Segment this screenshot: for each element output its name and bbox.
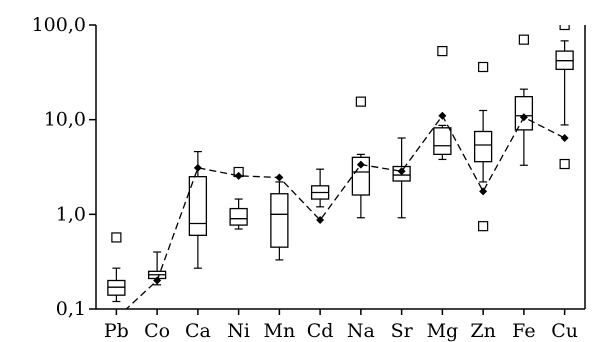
box-iqr	[351, 156, 371, 196]
plot-frame	[95, 25, 586, 310]
category-label: Mn	[264, 320, 296, 342]
mean-point-mn	[275, 173, 284, 182]
mean-point-na	[356, 160, 365, 169]
category-label: Pb	[104, 320, 129, 342]
outlier-marker	[355, 96, 366, 107]
box-iqr	[473, 130, 493, 163]
mean-point-cd	[316, 216, 325, 225]
box-iqr	[229, 207, 248, 226]
y-tick-label: 10,0	[44, 109, 86, 131]
mean-point-co	[153, 276, 162, 285]
box-na	[351, 96, 371, 219]
box-pb	[107, 232, 126, 303]
box-iqr	[270, 193, 289, 248]
box-iqr	[514, 96, 534, 131]
category-label: Ni	[227, 320, 250, 342]
category-label: Zn	[470, 320, 495, 342]
category-label: Fe	[512, 320, 535, 342]
y-tick-label: 100,0	[32, 14, 86, 36]
category-label: Na	[347, 320, 375, 342]
category-label: Cd	[307, 320, 334, 342]
box-mg	[433, 46, 452, 161]
outlier-marker	[437, 46, 448, 57]
box-cd	[310, 168, 330, 208]
outlier-marker	[559, 25, 570, 31]
mean-point-cu	[560, 134, 569, 143]
category-label: Sr	[391, 320, 414, 342]
category-label: Mg	[427, 320, 459, 342]
category-label: Co	[144, 320, 170, 342]
mean-point-fe	[519, 113, 528, 122]
mean-series	[125, 111, 569, 309]
box-iqr	[188, 176, 208, 236]
mean-point-sr	[397, 167, 406, 176]
outlier-marker	[478, 221, 489, 232]
box-fe	[514, 34, 534, 166]
mean-point-ca	[193, 163, 202, 172]
mean-point-zn	[479, 187, 488, 196]
box-sr	[392, 137, 411, 219]
mean-line	[125, 114, 565, 309]
box-mn	[270, 181, 289, 261]
outlier-marker	[518, 34, 529, 45]
category-label: Cu	[551, 320, 578, 342]
y-axis: 0,1 1,0 10,0 100,0	[32, 14, 96, 320]
mean-point-mg	[438, 111, 447, 120]
mean-point-ni	[234, 171, 243, 180]
outlier-marker	[478, 61, 489, 73]
box-iqr	[107, 279, 126, 296]
box-zn	[473, 61, 493, 232]
box-iqr	[433, 127, 452, 156]
outlier-marker	[111, 232, 122, 243]
x-axis-category-labels: Pb Co Ca Ni Mn Cd Na Sr Mg Zn Fe Cu	[104, 309, 578, 342]
category-label: Ca	[185, 320, 211, 342]
plot-area	[107, 25, 574, 309]
y-tick-label: 1,0	[56, 203, 86, 225]
box-cu	[555, 25, 574, 170]
outlier-marker	[559, 158, 570, 170]
y-tick-label: 0,1	[56, 298, 86, 320]
